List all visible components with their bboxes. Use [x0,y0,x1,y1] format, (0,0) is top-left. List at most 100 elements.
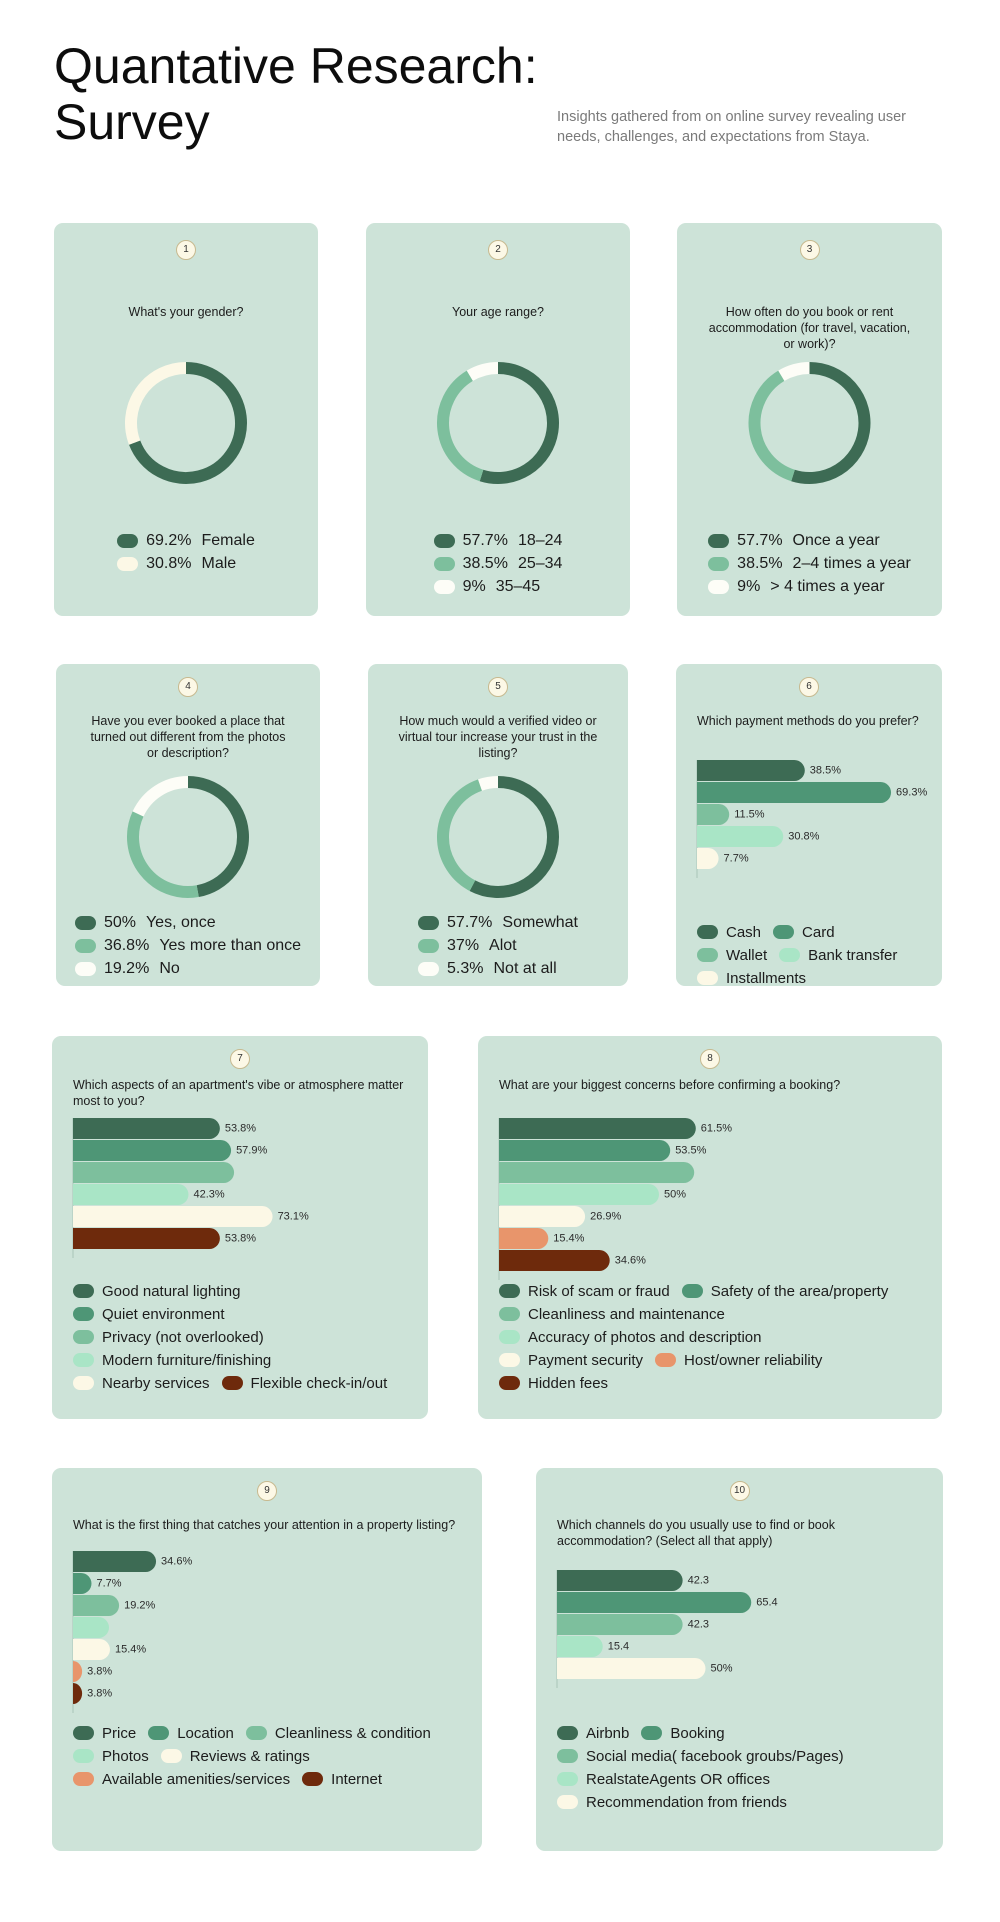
value-label: 19.2% [124,1599,155,1611]
legend-item: Reviews & ratings [160,1746,310,1766]
legend-body: 50% Yes, once 36.8% Yes more than once 19.2%… [74,911,301,980]
value-label: 15.4% [115,1643,146,1655]
legend-swatch [418,961,440,976]
legend-value: 9% [737,577,761,595]
legend: Good natural lighting Quiet environment Pr… [73,1281,413,1393]
donut-slice [778,362,810,382]
chart [437,362,559,484]
legend-label: Hidden fees [528,1374,609,1392]
legend: Cash Card Wallet Bank transfer Installments [697,922,927,986]
legend-label: Modern furniture/finishing [102,1351,272,1369]
survey-card: 61.5% 53.5% 50% 26.9% 15.4% 34.6% 8 What are yo… [478,1036,942,1419]
question: Which channels do you usually use to fin… [557,1518,835,1548]
question-number: 1 [176,240,196,260]
legend-label: Price [102,1724,137,1742]
question: Which aspects of an apartment's vibe or … [73,1078,404,1108]
chart: 61.5% 53.5% 50% 26.9% 15.4% 34.6% [498,1118,732,1280]
bar [557,1570,683,1591]
donut-slice [187,776,249,898]
legend-value: 5.3% [447,959,484,977]
legend-item: Flexible check-in/out [221,1373,387,1393]
legend-swatch [73,1376,94,1390]
legend-label: Wallet [726,946,768,964]
value-label: 42.3 [688,1574,709,1586]
legend-label: Nearby services [102,1374,210,1392]
legend-item: Privacy (not overlooked) [73,1327,264,1347]
bar [697,760,805,781]
legend-item: 38.5% 2–4 times a year [708,552,911,575]
chart [437,776,559,898]
legend-label: Recommendation from friends [586,1793,787,1811]
legend-swatch [117,533,139,548]
bar [73,1683,83,1704]
value-label: 50% [711,1662,733,1674]
survey-card: 3 How often do you book or rent accommoda… [677,223,942,616]
legend-swatch [117,556,139,571]
legend-swatch [73,1726,94,1740]
legend-label: Somewhat [502,913,578,931]
legend-swatch [73,1284,94,1298]
donut-slice [127,811,199,898]
legend-item: RealstateAgents OR offices [557,1769,770,1789]
chart [127,776,249,898]
legend-label: Photos [102,1747,149,1765]
legend-item: Good natural lighting [73,1281,240,1301]
value-label: 11.5% [734,808,765,820]
legend-swatch [708,533,730,548]
legend-label: Accuracy of photos and description [528,1328,762,1346]
bar [697,782,892,803]
legend-item: Payment security [499,1350,643,1370]
question-number: 2 [488,240,508,260]
legend-item: 36.8% Yes more than once [74,934,301,957]
legend-item: Accuracy of photos and description [499,1327,761,1347]
value-label: 30.8% [788,830,819,842]
value-label: 34.6% [615,1254,646,1266]
legend-swatch [73,1330,94,1344]
legend-swatch [245,1726,267,1740]
legend-item: Wallet [697,945,767,965]
legend: 50% Yes, once 36.8% Yes more than once 19.2%… [66,911,310,981]
legend-swatch [73,1772,94,1786]
value-label: 3.8% [87,1687,112,1699]
value-label: 57.9% [236,1144,267,1156]
legend-item: Airbnb [557,1723,629,1743]
bar [499,1140,671,1161]
legend-item: Modern furniture/finishing [73,1350,271,1370]
legend-item: 5.3% Not at all [418,957,578,980]
survey-card: 2 Your age range? 57.7% 18–24 38.5% 25–34 9% 35… [366,223,630,616]
legend-label: Cleanliness and maintenance [528,1305,725,1323]
legend-label: Cash [726,923,762,941]
bar [73,1228,220,1249]
legend-item: Quiet environment [73,1304,225,1324]
bar [697,826,784,847]
question: What's your gender? [128,305,244,319]
value-label: 61.5% [701,1122,732,1134]
legend-value: 36.8% [103,936,150,954]
question-number: 6 [799,677,819,697]
legend-item: 37% Alot [418,934,578,957]
legend-swatch [74,961,96,976]
legend-value: 57.7% [447,913,493,931]
legend: 57.7% 18–24 38.5% 25–34 9% 35–45 [376,529,620,599]
value-label: 7.7% [96,1577,121,1589]
legend-label: Risk of scam or fraud [528,1282,670,1300]
bar [73,1184,189,1205]
question: How much would a verified video or virtu… [398,714,598,760]
donut-slice [748,370,796,482]
legend-value: 50% [103,913,136,931]
legend-swatch [302,1772,324,1786]
legend: Price Location Cleanliness & condition Phot… [73,1723,467,1789]
chart: 42.3 65.4 42.3 15.4 50% [556,1570,778,1688]
legend-swatch [681,1284,703,1298]
legend-label: Booking [670,1724,725,1742]
value-label: 3.8% [87,1665,112,1677]
question: What are your biggest concerns before co… [499,1078,841,1092]
legend-item: Cash [697,922,761,942]
legend: 57.7% Somewhat 37% Alot 5.3% Not at all [378,911,618,981]
legend-label: Social media( facebook groubs/Pages) [586,1747,844,1765]
value-label: 42.3% [193,1188,224,1200]
legend-label: Male [201,554,237,572]
donut-slice [469,776,559,898]
legend-item: 57.7% Somewhat [418,911,578,934]
legend-swatch [499,1307,520,1321]
